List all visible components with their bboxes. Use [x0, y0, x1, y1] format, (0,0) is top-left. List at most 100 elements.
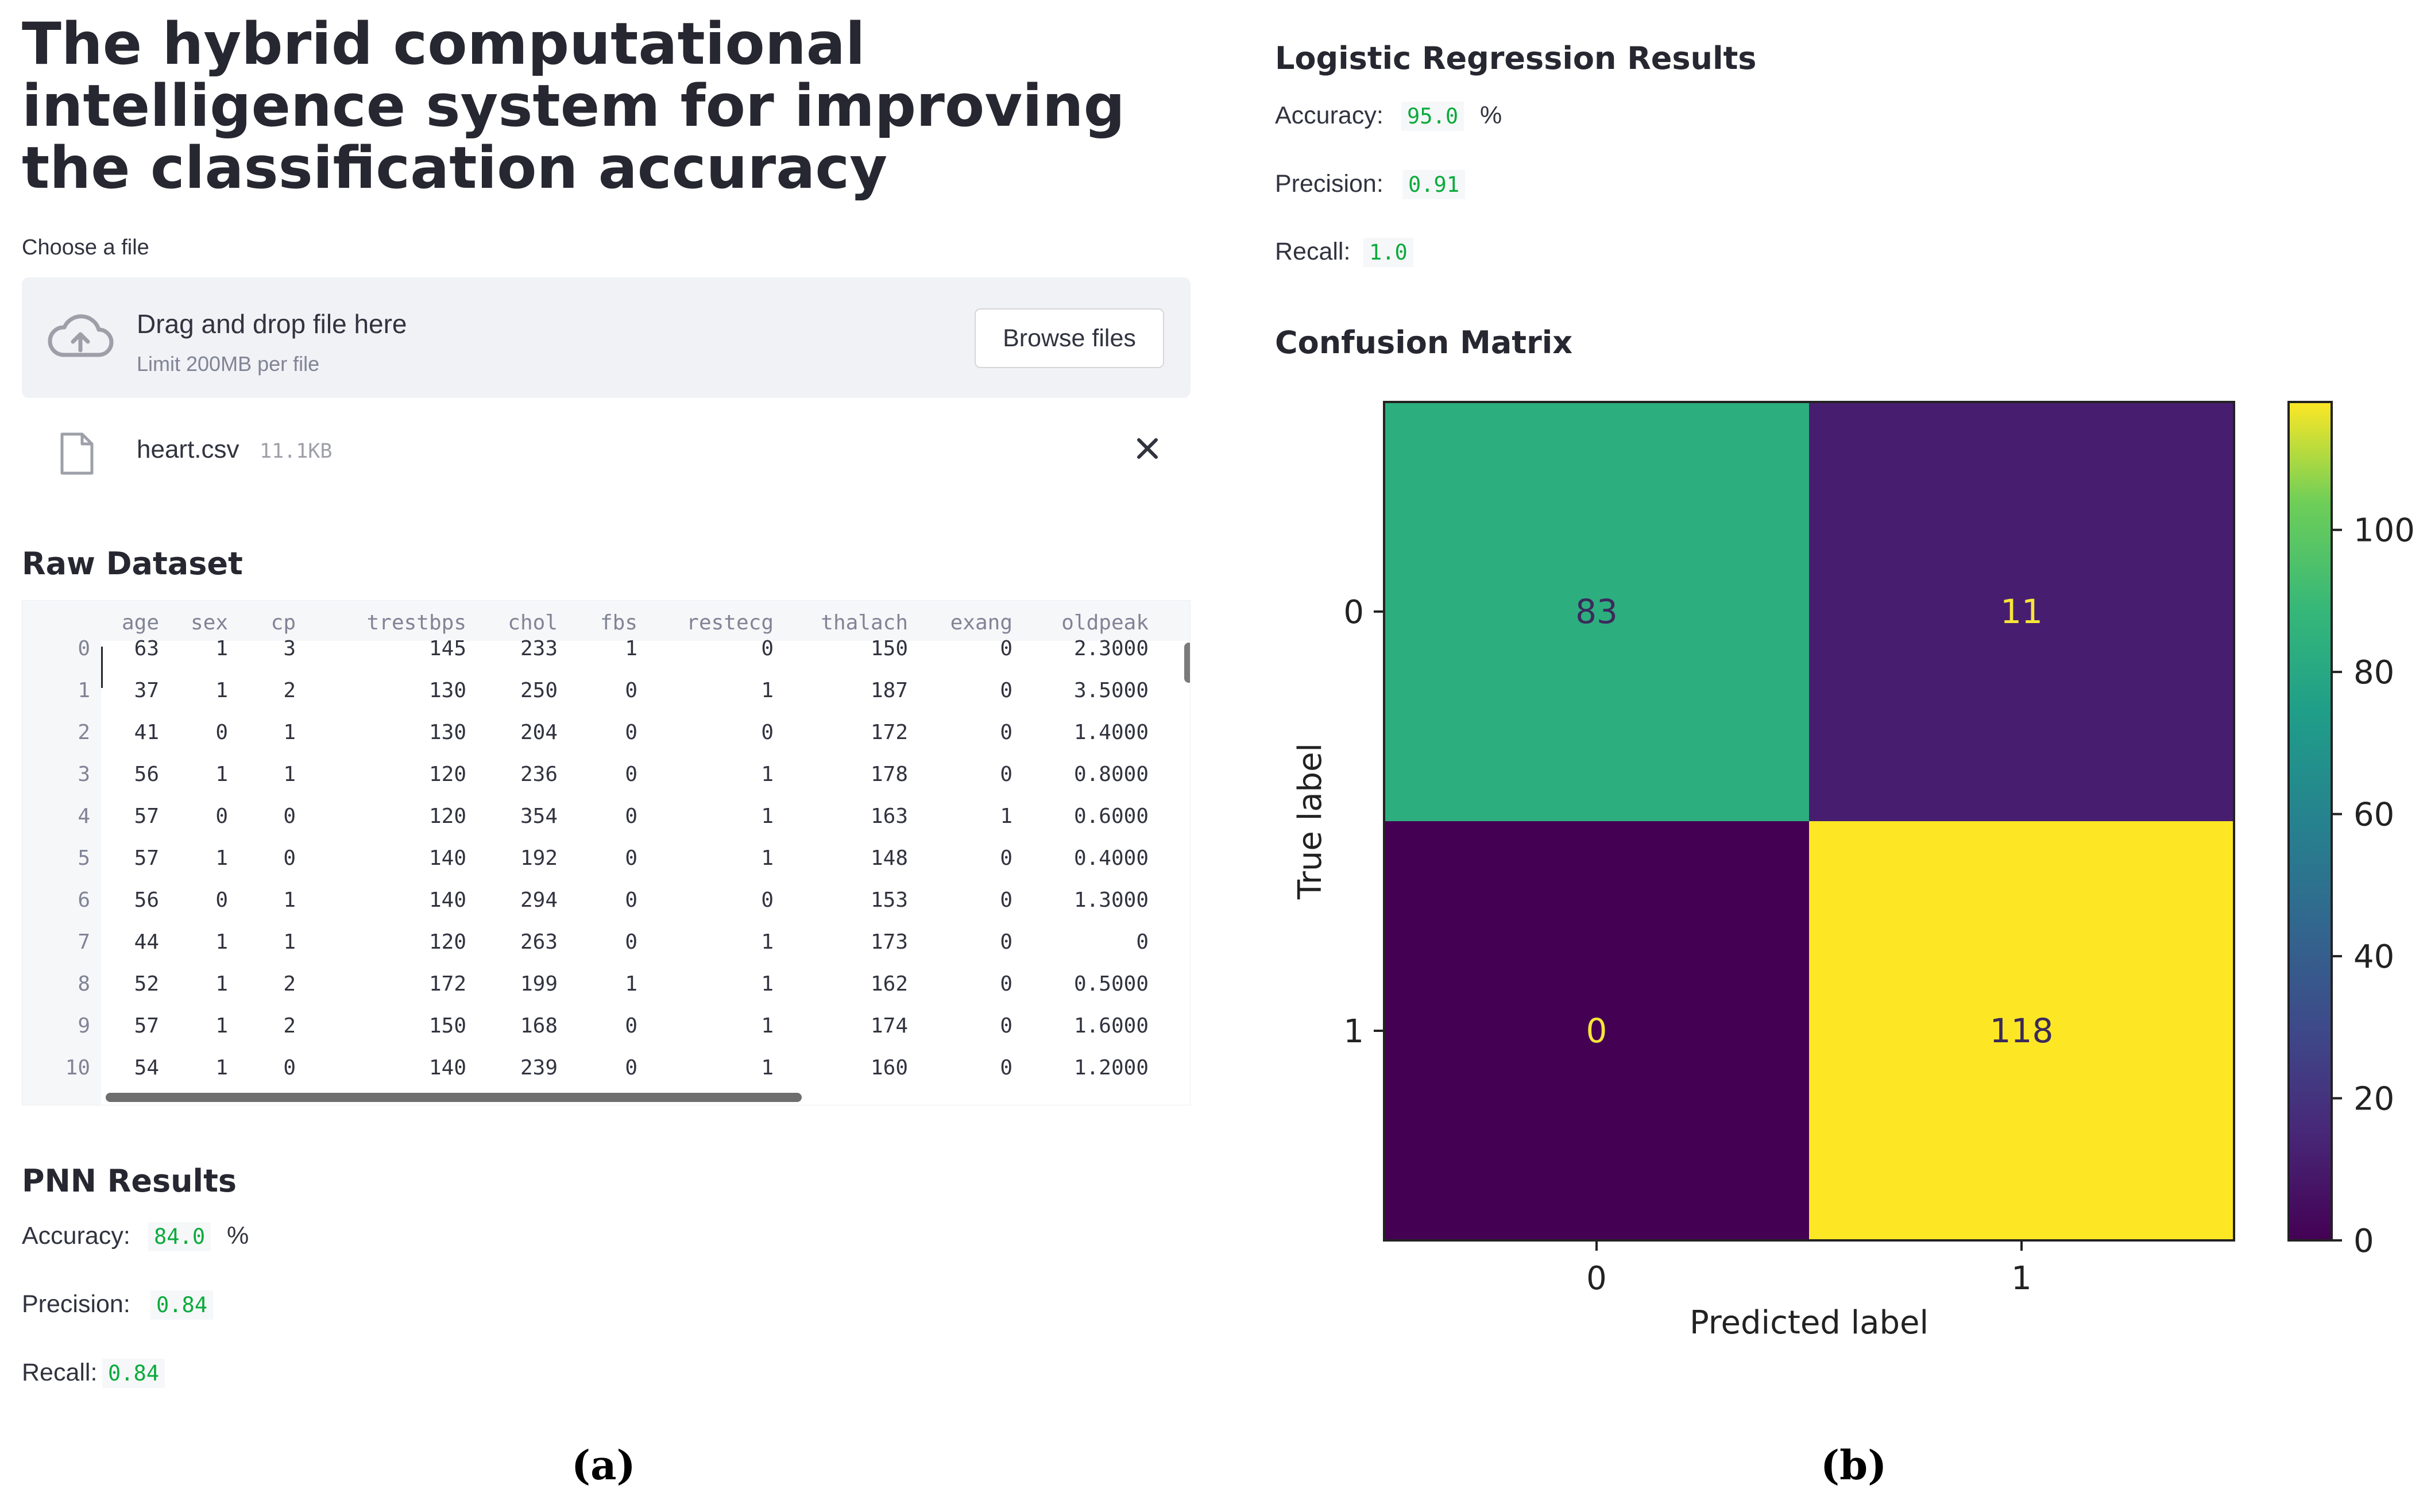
- column-header[interactable]: exang: [950, 611, 1012, 635]
- table-cell[interactable]: 1: [761, 763, 774, 786]
- table-cell[interactable]: 1: [761, 1014, 774, 1038]
- column-header[interactable]: cp: [270, 611, 296, 635]
- table-cell[interactable]: 0.6000: [1073, 805, 1149, 828]
- table-cell[interactable]: 173: [870, 930, 908, 954]
- table-cell[interactable]: 56: [134, 763, 159, 786]
- column-header[interactable]: chol: [508, 611, 558, 635]
- column-header[interactable]: trestbps: [366, 611, 466, 635]
- table-cell[interactable]: 54: [134, 1056, 159, 1080]
- table-cell[interactable]: 3.5000: [1073, 679, 1149, 702]
- table-cell[interactable]: 1: [1000, 805, 1012, 828]
- table-cell[interactable]: 0: [1000, 930, 1012, 954]
- table-cell[interactable]: 120: [428, 805, 466, 828]
- table-cell[interactable]: 0: [1000, 721, 1012, 744]
- table-cell[interactable]: 163: [870, 805, 908, 828]
- table-cell[interactable]: 57: [134, 805, 159, 828]
- table-cell[interactable]: 172: [428, 972, 466, 996]
- column-header[interactable]: fbs: [600, 611, 637, 635]
- table-cell[interactable]: 0: [625, 1014, 637, 1038]
- table-cell[interactable]: 0: [1000, 972, 1012, 996]
- table-cell[interactable]: 192: [520, 846, 558, 870]
- table-cell[interactable]: 140: [428, 888, 466, 912]
- table-cell[interactable]: 0.5000: [1073, 972, 1149, 996]
- table-cell[interactable]: 37: [134, 679, 159, 702]
- table-cell[interactable]: 63: [134, 637, 159, 660]
- table-cell[interactable]: 294: [520, 888, 558, 912]
- table-cell[interactable]: 0: [761, 888, 774, 912]
- vertical-scrollbar[interactable]: [1184, 643, 1190, 683]
- table-cell[interactable]: 0: [1000, 846, 1012, 870]
- table-cell[interactable]: 0: [1000, 1014, 1012, 1038]
- table-cell[interactable]: 0: [625, 721, 637, 744]
- raw-dataset-table[interactable]: age sex cp trestbps chol fbs restecg thalach exa…: [22, 600, 1191, 1105]
- table-cell[interactable]: 1: [761, 679, 774, 702]
- table-cell[interactable]: 0: [761, 721, 774, 744]
- table-cell[interactable]: 1: [215, 1014, 228, 1038]
- table-cell[interactable]: 150: [428, 1014, 466, 1038]
- table-cell[interactable]: 1: [215, 972, 228, 996]
- close-icon[interactable]: [1134, 435, 1161, 462]
- table-cell[interactable]: 44: [134, 930, 159, 954]
- table-cell[interactable]: 263: [520, 930, 558, 954]
- table-cell[interactable]: 0: [625, 888, 637, 912]
- table-cell[interactable]: 148: [870, 846, 908, 870]
- table-cell[interactable]: 1: [761, 972, 774, 996]
- table-cell[interactable]: 1: [215, 637, 228, 660]
- table-cell[interactable]: 160: [870, 1056, 908, 1080]
- table-cell[interactable]: 236: [520, 763, 558, 786]
- table-cell[interactable]: 239: [520, 1056, 558, 1080]
- table-cell[interactable]: 0: [761, 637, 774, 660]
- table-cell[interactable]: 0: [1000, 763, 1012, 786]
- table-cell[interactable]: 1: [761, 930, 774, 954]
- table-cell[interactable]: 0: [625, 679, 637, 702]
- table-cell[interactable]: 56: [134, 888, 159, 912]
- table-cell[interactable]: 1: [625, 972, 637, 996]
- table-cell[interactable]: 150: [870, 637, 908, 660]
- table-cell[interactable]: 0: [1136, 930, 1149, 954]
- table-cell[interactable]: 204: [520, 721, 558, 744]
- table-cell[interactable]: 187: [870, 679, 908, 702]
- table-cell[interactable]: 0: [215, 805, 228, 828]
- table-cell[interactable]: 233: [520, 637, 558, 660]
- table-cell[interactable]: 0: [283, 805, 296, 828]
- table-cell[interactable]: 1: [215, 930, 228, 954]
- table-cell[interactable]: 140: [428, 1056, 466, 1080]
- table-cell[interactable]: 153: [870, 888, 908, 912]
- table-cell[interactable]: 1: [215, 679, 228, 702]
- table-cell[interactable]: 199: [520, 972, 558, 996]
- horizontal-scrollbar[interactable]: [106, 1093, 802, 1102]
- table-cell[interactable]: 120: [428, 763, 466, 786]
- table-cell[interactable]: 1: [283, 721, 296, 744]
- table-cell[interactable]: 0: [625, 930, 637, 954]
- table-cell[interactable]: 2: [283, 679, 296, 702]
- table-cell[interactable]: 1: [761, 846, 774, 870]
- column-header[interactable]: sex: [190, 611, 228, 635]
- table-cell[interactable]: 1.3000: [1073, 888, 1149, 912]
- table-cell[interactable]: 0: [1000, 679, 1012, 702]
- table-cell[interactable]: 1: [283, 888, 296, 912]
- table-cell[interactable]: 0: [1000, 888, 1012, 912]
- column-header[interactable]: restecg: [686, 611, 774, 635]
- table-cell[interactable]: 41: [134, 721, 159, 744]
- column-header[interactable]: age: [121, 611, 159, 635]
- table-cell[interactable]: 1: [283, 763, 296, 786]
- table-cell[interactable]: 145: [428, 637, 466, 660]
- table-cell[interactable]: 174: [870, 1014, 908, 1038]
- table-cell[interactable]: 0: [1000, 637, 1012, 660]
- table-cell[interactable]: 57: [134, 846, 159, 870]
- browse-files-button[interactable]: Browse files: [975, 308, 1164, 368]
- table-cell[interactable]: 0: [283, 1056, 296, 1080]
- table-cell[interactable]: 0: [625, 1056, 637, 1080]
- table-cell[interactable]: 162: [870, 972, 908, 996]
- table-cell[interactable]: 0: [215, 888, 228, 912]
- column-header[interactable]: thalach: [821, 611, 908, 635]
- table-cell[interactable]: 1.4000: [1073, 721, 1149, 744]
- table-cell[interactable]: 1: [625, 637, 637, 660]
- table-cell[interactable]: 250: [520, 679, 558, 702]
- table-cell[interactable]: 0.8000: [1073, 763, 1149, 786]
- table-cell[interactable]: 130: [428, 721, 466, 744]
- table-cell[interactable]: 1: [215, 1056, 228, 1080]
- table-cell[interactable]: 3: [283, 637, 296, 660]
- table-cell[interactable]: 0.4000: [1073, 846, 1149, 870]
- table-cell[interactable]: 0: [625, 805, 637, 828]
